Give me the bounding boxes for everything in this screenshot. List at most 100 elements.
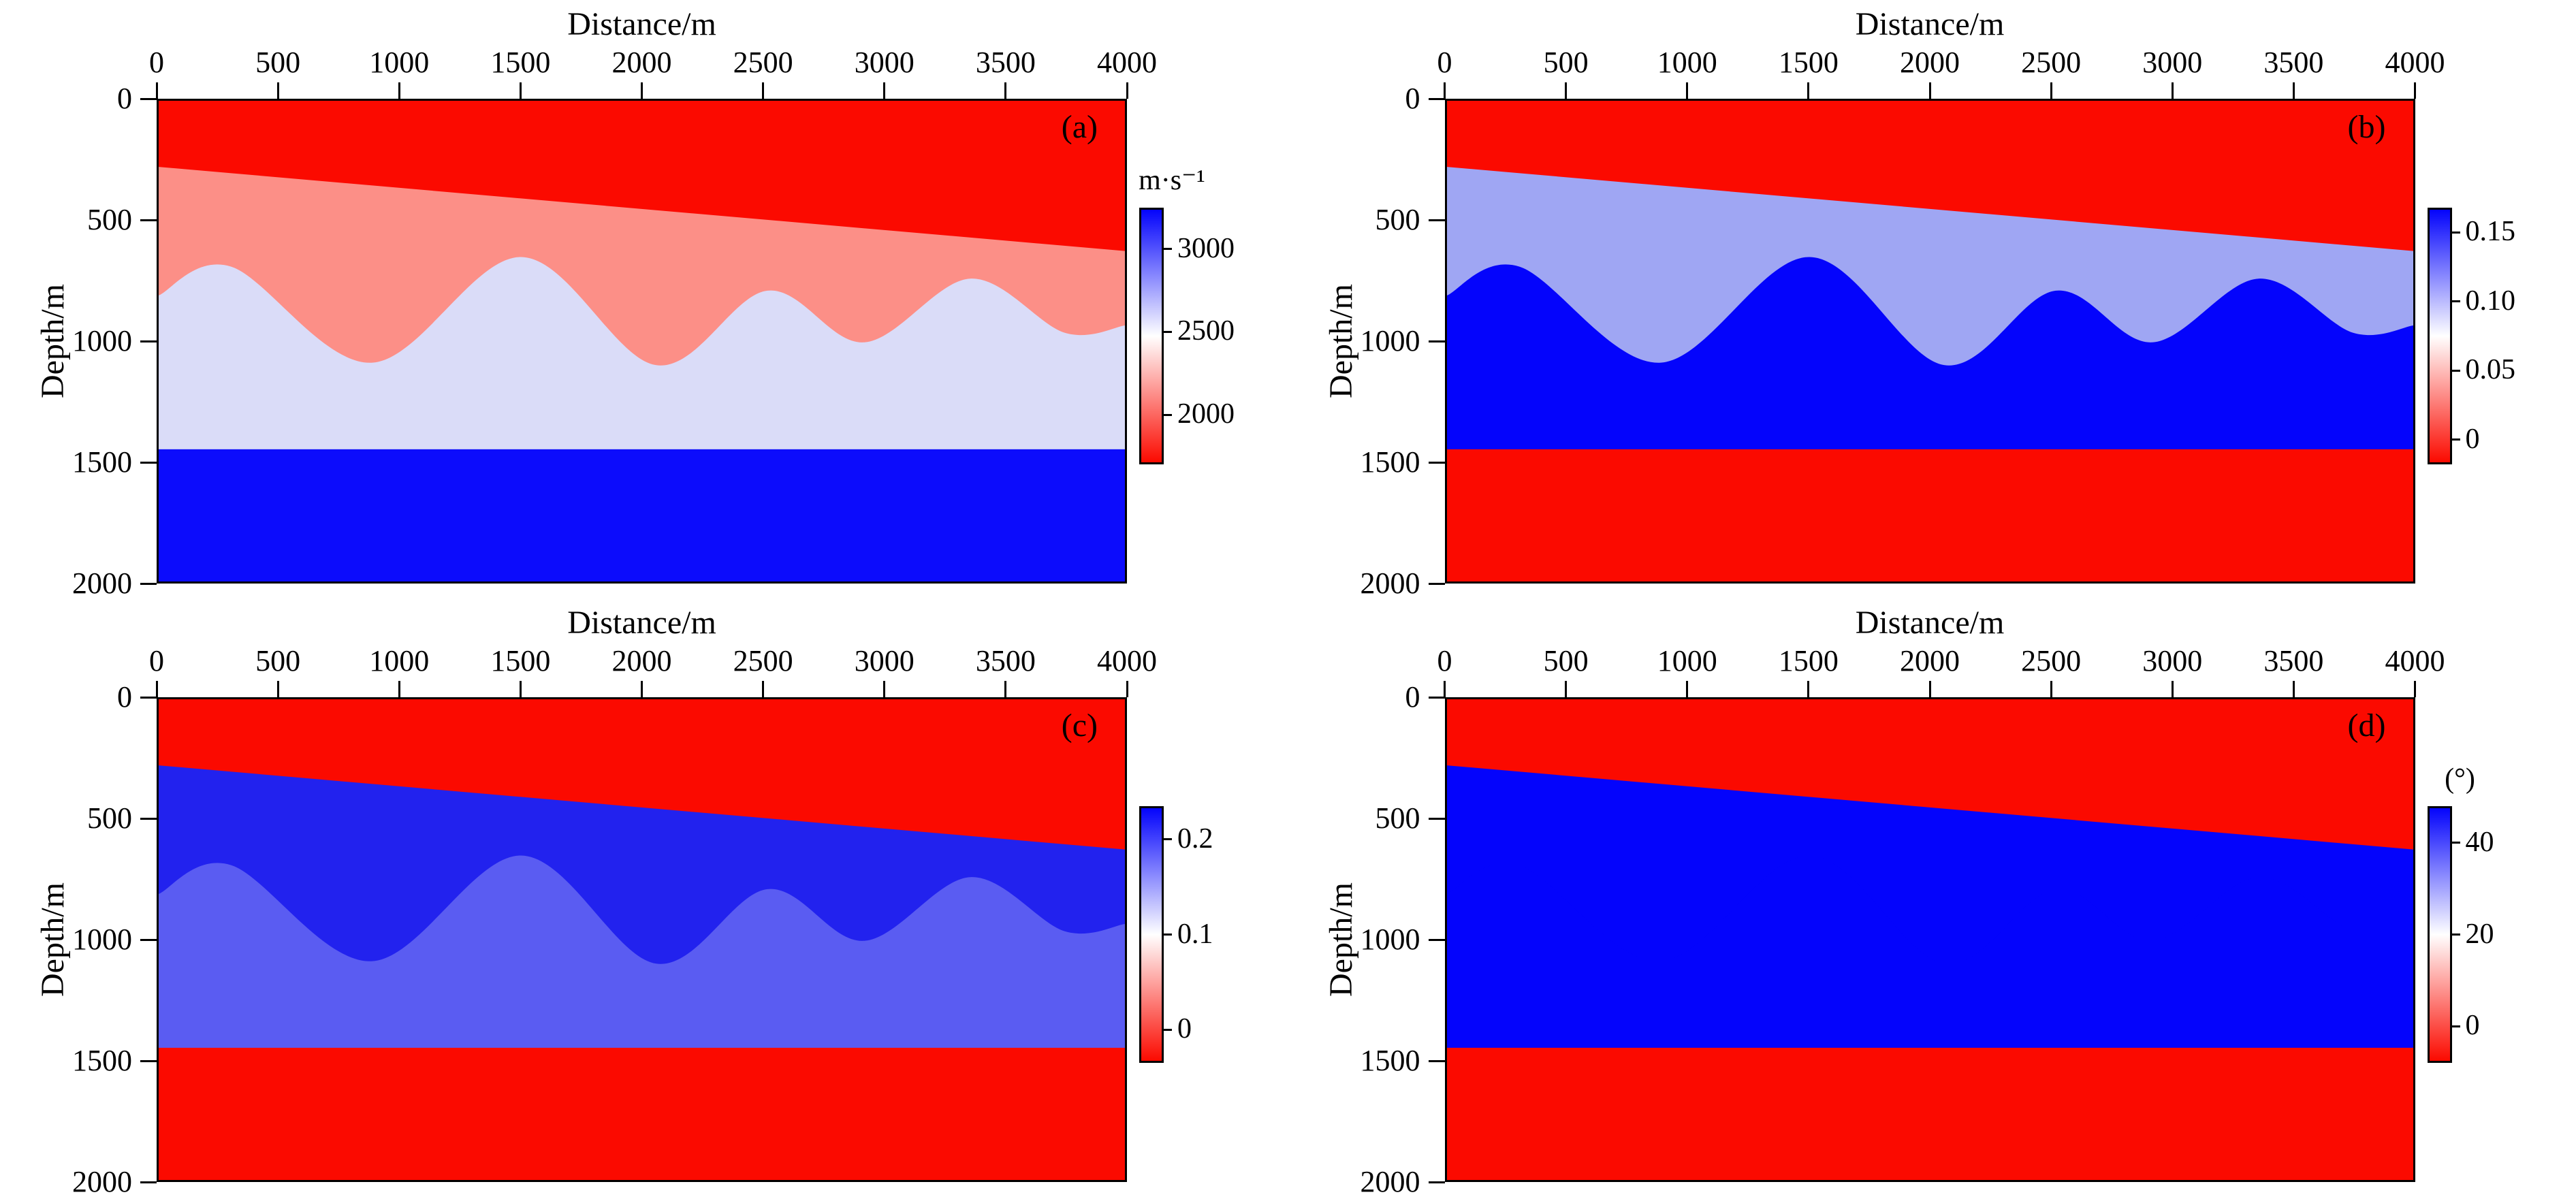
colorbar-tick (2451, 933, 2460, 936)
colorbar-tick (2451, 842, 2460, 844)
colorbar-tick (1164, 248, 1172, 251)
colorbar-tick (1164, 1028, 1172, 1031)
x-tick (762, 681, 765, 697)
x-tick-label: 3500 (2263, 644, 2324, 677)
x-tick (883, 82, 886, 99)
panel-c: Distance/m 0 500 1000 1500 2000 2500 3000 3500 40… (0, 598, 1288, 1197)
x-tick-label: 500 (255, 644, 301, 677)
y-tick-label: 2000 (1360, 1165, 1420, 1197)
x-tick-label: 1000 (1657, 644, 1717, 677)
y-tick-label: 1500 (72, 445, 132, 479)
colorbar-tick (2451, 369, 2460, 372)
y-tick (1428, 817, 1445, 820)
layer-top (1446, 101, 2413, 251)
y-tick (140, 696, 157, 699)
layer-bottom (1446, 449, 2413, 581)
y-tick-label: 1000 (1360, 324, 1420, 357)
x-tick (155, 681, 158, 697)
x-tick (1126, 82, 1128, 99)
x-tick-label: 3000 (854, 46, 915, 79)
x-tick-label: 0 (149, 644, 164, 677)
y-tick (1428, 582, 1445, 585)
x-tick-label: 2500 (2021, 644, 2082, 677)
colorbar-tick-label: 0.1 (1177, 918, 1213, 950)
x-tick-label: 1500 (490, 644, 551, 677)
x-tick (1686, 82, 1689, 99)
x-tick (2171, 82, 2174, 99)
y-tick-label: 500 (1375, 203, 1420, 236)
x-tick (1807, 681, 1810, 697)
x-tick-label: 2000 (611, 644, 672, 677)
y-tick (140, 340, 157, 342)
x-tick-label: 500 (1543, 644, 1589, 677)
colorbar (1139, 806, 1164, 1063)
y-tick (1428, 1181, 1445, 1183)
layer-bottom (1446, 1047, 2413, 1180)
y-tick (1428, 340, 1445, 342)
colorbar-tick (2451, 1025, 2460, 1027)
x-tick (2292, 681, 2295, 697)
x-tick (1807, 82, 1810, 99)
x-tick (1004, 82, 1007, 99)
x-axis-title: Distance/m (567, 605, 716, 641)
y-tick-label: 1500 (1360, 445, 1420, 479)
y-tick (140, 817, 157, 820)
plot-area: (b) (1444, 99, 2415, 584)
x-tick (2050, 681, 2052, 697)
x-tick-label: 4000 (2385, 644, 2445, 677)
x-tick-label: 4000 (2385, 46, 2445, 79)
colorbar-tick-label: 0 (1177, 1013, 1192, 1045)
y-tick (140, 461, 157, 464)
panel-d: Distance/m 0 500 1000 1500 2000 2500 3000 3500 40… (1288, 598, 2576, 1197)
model-section (159, 699, 1125, 1180)
x-tick (276, 681, 279, 697)
x-tick (883, 681, 886, 697)
colorbar-tick-label: 2000 (1177, 398, 1235, 430)
x-tick-label: 500 (255, 46, 301, 79)
y-tick (1428, 219, 1445, 221)
y-tick (1428, 696, 1445, 699)
x-tick (519, 681, 522, 697)
y-tick-label: 500 (1375, 801, 1420, 835)
colorbar-tick (1164, 838, 1172, 841)
colorbar-tick-label: 0.10 (2465, 285, 2516, 317)
x-tick (1444, 681, 1446, 697)
x-tick-label: 2000 (1900, 644, 1960, 677)
colorbar-tick (2451, 231, 2460, 234)
colorbar (2427, 806, 2452, 1063)
panel-label: (a) (1061, 109, 1098, 145)
x-tick-label: 0 (1437, 46, 1452, 79)
x-tick (398, 82, 400, 99)
x-tick (1126, 681, 1128, 697)
model-section (159, 101, 1125, 581)
y-tick (1428, 1059, 1445, 1062)
y-tick (140, 1059, 157, 1062)
x-tick-label: 4000 (1097, 46, 1157, 79)
x-tick-label: 1500 (490, 46, 551, 79)
x-tick (519, 82, 522, 99)
x-tick (1686, 681, 1689, 697)
x-tick (2050, 82, 2052, 99)
x-tick-label: 0 (1437, 644, 1452, 677)
panel-label: (d) (2347, 707, 2386, 744)
x-tick (1004, 681, 1007, 697)
layer-top (1446, 699, 2413, 850)
x-tick (2292, 82, 2295, 99)
y-tick (140, 97, 157, 100)
panel-b: Distance/m 0 500 1000 1500 2000 2500 3000 3500 40… (1288, 0, 2576, 601)
x-tick-label: 3500 (975, 644, 1036, 677)
colorbar-tick-label: 3000 (1177, 232, 1235, 264)
colorbar-unit-label: m·s⁻¹ (1139, 165, 1205, 196)
colorbar-tick (1164, 330, 1172, 333)
y-tick-label: 0 (117, 680, 132, 714)
colorbar-tick-label: 0 (2465, 1010, 2480, 1042)
y-tick-label: 2000 (72, 1165, 132, 1197)
x-tick (1565, 681, 1568, 697)
panel-label: (c) (1061, 707, 1098, 744)
colorbar-tick-label: 0.05 (2465, 354, 2516, 386)
x-tick (276, 82, 279, 99)
x-tick (1444, 82, 1446, 99)
x-axis-title: Distance/m (567, 6, 716, 42)
y-tick (140, 219, 157, 221)
